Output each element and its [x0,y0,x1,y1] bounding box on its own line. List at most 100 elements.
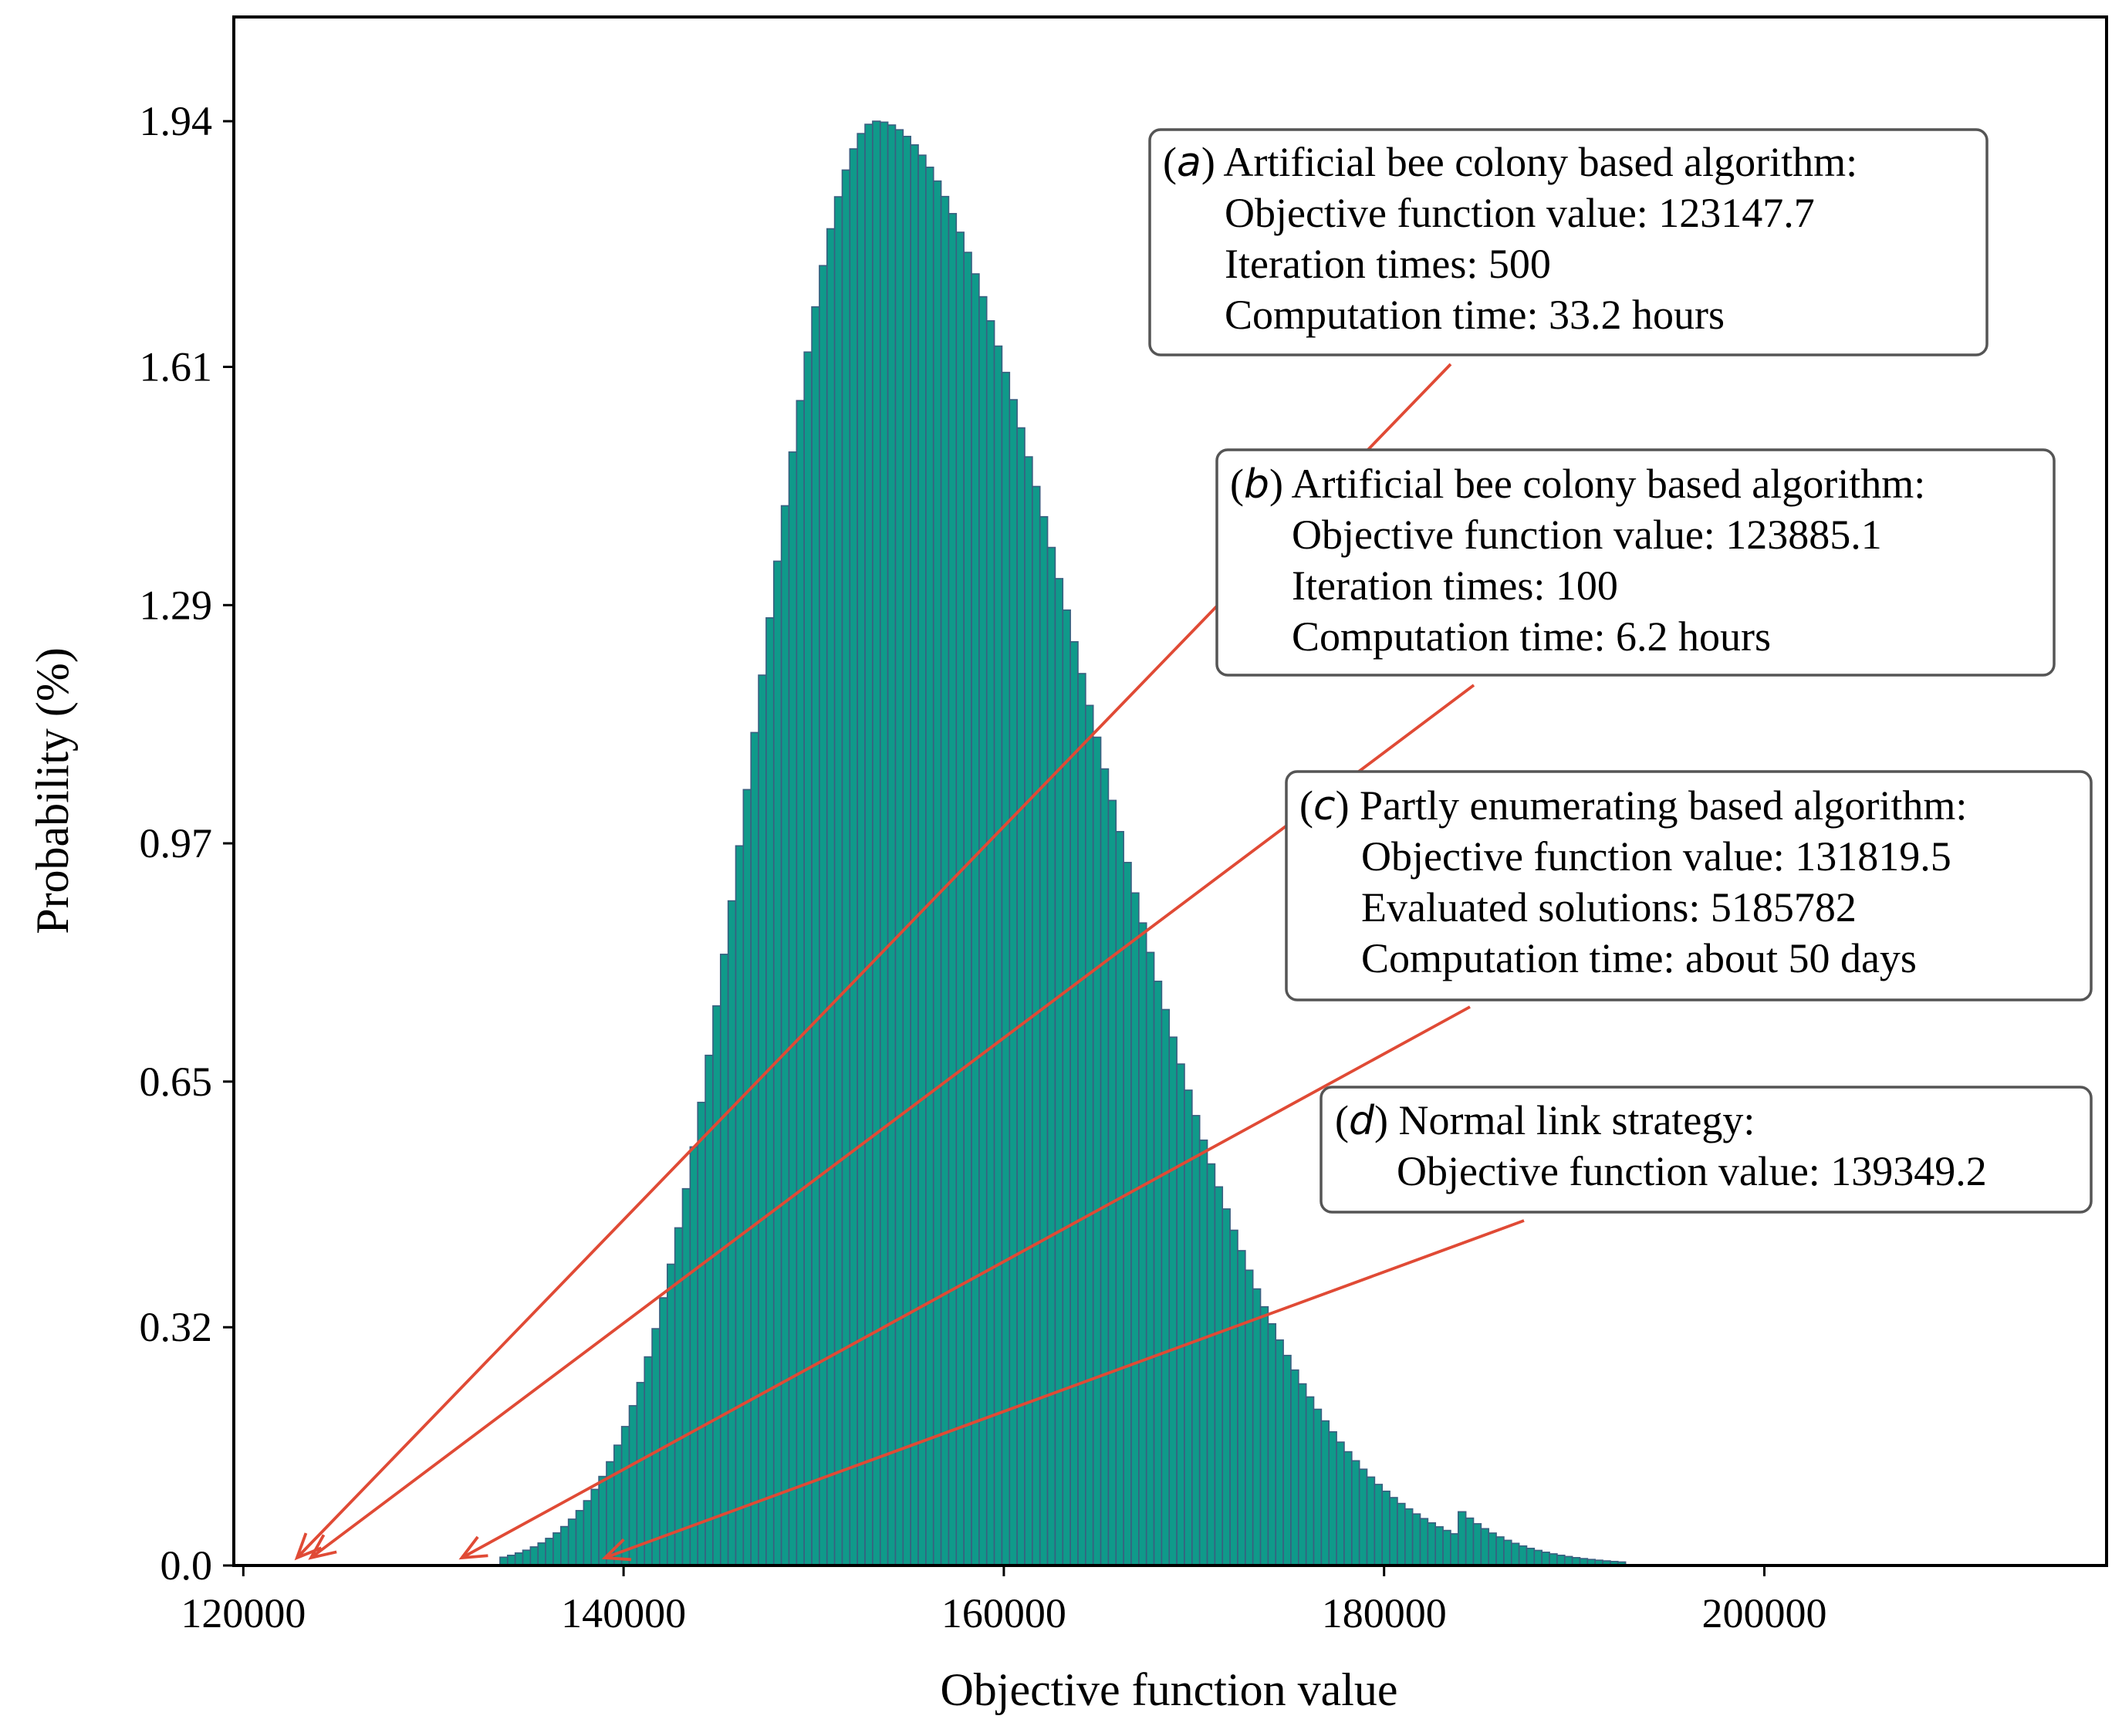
annotation-arrow [604,1219,1525,1559]
histogram-bar [948,213,958,1566]
histogram-bar [788,451,798,1566]
x-tick-label: 140000 [561,1590,686,1636]
annotation-line: Computation time: about 50 days [1361,935,1917,981]
annotation-title: (d) Normal link strategy: [1335,1097,1755,1144]
histogram-bar [1533,1549,1543,1566]
histogram-bar [1434,1526,1444,1566]
histogram-bar [719,954,729,1566]
histogram-bar [1168,1036,1178,1566]
histogram-bar [1032,485,1041,1566]
histogram-bar [1161,1008,1171,1566]
annotation-title: (c) Partly enumerating based algorithm: [1299,782,1967,829]
x-tick-label: 180000 [1322,1590,1447,1636]
annotation-box [1148,128,1989,356]
y-axis: 0.0 0.32 0.65 0.97 1.29 1.61 1.94 [140,98,234,1589]
x-tick-label: 120000 [181,1590,306,1636]
histogram-bar [1526,1547,1536,1566]
histogram-bar [1222,1208,1231,1566]
histogram-bar [1465,1517,1475,1566]
histogram-bar [1100,768,1110,1566]
annotation-box [1215,448,2056,677]
histogram-bar [894,129,904,1566]
histogram-bar [887,124,897,1566]
histogram-bar [1024,456,1033,1566]
histogram-bar [1480,1528,1490,1566]
histogram-bar [765,616,775,1566]
histogram-bar [993,345,1003,1566]
histogram-bar [1145,951,1155,1566]
histogram-bar [1001,371,1011,1566]
histogram-bar [1549,1553,1558,1566]
annotation-letter: a [1177,140,1201,186]
y-tick-label: 1.29 [140,582,213,628]
histogram-bar [620,1426,630,1566]
annotation-line: Evaluated solutions: 5185782 [1361,884,1857,930]
histogram-bar [567,1518,577,1566]
histogram-bar [750,731,759,1566]
annotation-box [1319,1086,2093,1214]
histogram-bar [1381,1490,1390,1566]
histogram-bar [1419,1518,1429,1566]
histogram-bar [689,1146,699,1566]
histogram-bar [1503,1539,1512,1566]
histogram-bar [522,1549,532,1566]
histogram-bar [1085,704,1094,1566]
histogram-bar [651,1328,661,1566]
histogram-bar [1107,799,1117,1566]
histogram-bar [1092,736,1102,1566]
histogram-bar [1336,1441,1345,1566]
histogram-bar [1198,1139,1208,1566]
y-tick-label: 0.65 [140,1059,213,1105]
histogram-bar [545,1538,554,1566]
histogram-bar [841,169,851,1566]
arrow-head [601,1538,632,1562]
y-tick-label: 0.97 [140,820,213,866]
histogram-bar [552,1532,562,1566]
annotation-line: Iteration times: 100 [1292,562,1618,609]
annotation-box [1285,770,2093,1001]
annotation-letter: b [1244,461,1269,508]
histogram-bar [636,1382,646,1566]
histogram-bar [1176,1063,1185,1566]
histogram-bar [697,1101,706,1566]
annotation-letter: d [1349,1098,1375,1144]
annotation-boxes: (a) Artificial bee colony based algorith… [1148,128,2093,1214]
y-axis-label: Probability (%) [27,647,78,934]
histogram-bar [666,1263,676,1566]
histogram-bar [712,1005,721,1566]
histogram-bar [1313,1408,1323,1566]
histogram-bar [849,148,858,1566]
arrow-head [308,1534,337,1560]
histogram-bar [1457,1511,1467,1566]
histogram-bar [826,228,836,1566]
histogram-bar [1039,515,1049,1566]
histogram-bar [598,1475,607,1566]
histogram-bar [1123,862,1132,1566]
annotation-arrow [461,1005,1471,1559]
histogram-bar [1397,1502,1406,1566]
histogram-bar [1275,1339,1284,1566]
histogram-bar [1062,609,1071,1566]
histogram-bar [644,1356,653,1566]
histogram-bar [1259,1305,1269,1566]
histogram-bar [985,320,995,1566]
histogram-bar [963,252,972,1566]
annotation-line: Objective function value: 123147.7 [1225,190,1815,236]
histogram-bar [1404,1508,1414,1566]
histogram-bar [811,306,820,1566]
histogram-bar [1358,1468,1368,1566]
histogram-bar [803,351,813,1566]
histogram-bar [1237,1250,1246,1566]
histogram-bar [1472,1523,1482,1566]
x-tick-label: 200000 [1701,1590,1826,1636]
histogram-bar [971,273,980,1566]
histogram-bar [1009,399,1018,1566]
histogram-bar [879,121,889,1566]
histogram-bar [758,674,767,1566]
histogram-bar [917,154,927,1566]
annotation-line: Computation time: 33.2 hours [1225,292,1725,338]
histogram-bar [575,1510,585,1566]
histogram-bar [819,265,828,1566]
histogram-bar [1450,1533,1459,1566]
